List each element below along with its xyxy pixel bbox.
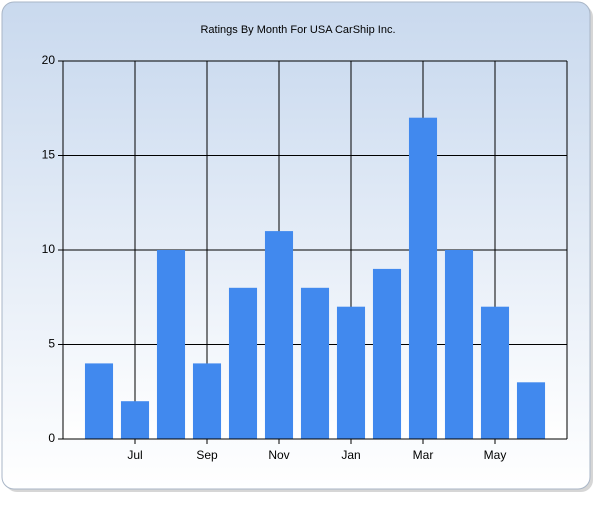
x-tick-label: Nov xyxy=(268,448,289,462)
x-tick-label: Jan xyxy=(341,448,360,462)
y-tick-label: 20 xyxy=(42,53,56,67)
y-tick-label: 10 xyxy=(42,242,56,256)
bar xyxy=(408,117,438,439)
bar xyxy=(372,268,402,439)
x-tick-label: Sep xyxy=(196,448,218,462)
bar xyxy=(480,306,510,439)
bar xyxy=(264,231,294,439)
bar xyxy=(156,250,186,439)
bar xyxy=(336,306,366,439)
bar xyxy=(120,401,150,439)
bar xyxy=(228,287,258,439)
y-tick-label: 15 xyxy=(42,148,56,162)
chart-title: Ratings By Month For USA CarShip Inc. xyxy=(200,24,395,36)
bar xyxy=(192,363,222,439)
x-tick-label: Mar xyxy=(413,448,434,462)
x-tick-label: Jul xyxy=(127,448,142,462)
bar xyxy=(300,287,330,439)
bar xyxy=(84,363,114,439)
bar xyxy=(444,250,474,439)
y-tick-label: 5 xyxy=(48,337,55,351)
bar xyxy=(516,382,546,439)
x-tick-label: May xyxy=(484,448,507,462)
y-tick-label: 0 xyxy=(48,431,55,445)
